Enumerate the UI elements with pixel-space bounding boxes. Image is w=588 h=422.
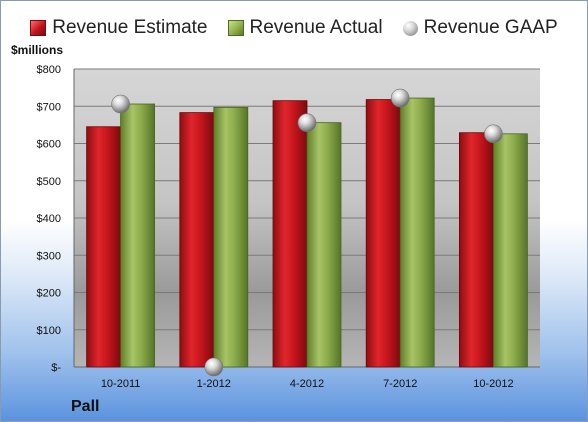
legend-item-gaap: Revenue GAAP [402,17,558,39]
y-tick-label: $100 [37,325,61,337]
legend-item-actual: Revenue Actual [227,17,383,39]
x-axis-ticks: 10-2011 1-2012 4-2012 7-2012 10-2012 [101,378,514,390]
x-tick-label: 1-2012 [197,378,231,390]
legend-swatch-estimate [30,20,47,36]
gaap-marker [390,88,410,108]
y-tick-label: $600 [37,139,61,151]
legend-label-gaap: Revenue GAAP [423,17,558,38]
gaap-marker [204,357,224,377]
gaap-marker [111,94,130,114]
y-tick-label: $200 [37,288,61,300]
legend-label-estimate: Revenue Estimate [52,17,208,38]
y-tick-label: $500 [37,176,61,188]
y-axis-unit-label: $millions [11,43,64,57]
legend-label-actual: Revenue Actual [249,17,383,38]
bar-revenue-actual [213,106,249,368]
x-tick-label: 10-2011 [101,378,141,390]
bars [86,97,528,368]
bar-revenue-estimate [179,112,215,368]
chart-legend: Revenue Estimate Revenue Actual Revenue … [1,17,587,39]
y-tick-label: $800 [37,64,61,76]
bar-revenue-estimate [272,100,308,368]
y-tick-label: $400 [37,213,61,225]
y-tick-label: $700 [37,101,61,113]
gaap-markers [111,88,503,377]
gaap-marker [484,124,503,144]
bar-revenue-estimate [86,126,121,368]
y-tick-label: $300 [37,250,61,262]
bar-revenue-actual [306,122,342,368]
y-axis-ticks: $- $100 $200 $300 $400 $500 $600 $700 $800 [37,64,62,374]
x-tick-label: 10-2012 [473,378,513,390]
bar-revenue-actual [492,133,528,368]
gaap-marker [297,113,317,132]
legend-swatch-actual [227,20,244,36]
x-tick-label: 7-2012 [383,378,417,390]
bar-revenue-estimate [365,99,401,368]
company-name: Pall [71,398,100,415]
x-tick-label: 4-2012 [290,378,324,390]
legend-item-estimate: Revenue Estimate [30,17,208,39]
y-tick-label: $- [51,362,61,374]
bar-revenue-actual [399,97,435,368]
legend-swatch-gaap [402,20,418,36]
bar-revenue-actual [120,103,155,368]
bar-revenue-estimate [458,132,494,368]
